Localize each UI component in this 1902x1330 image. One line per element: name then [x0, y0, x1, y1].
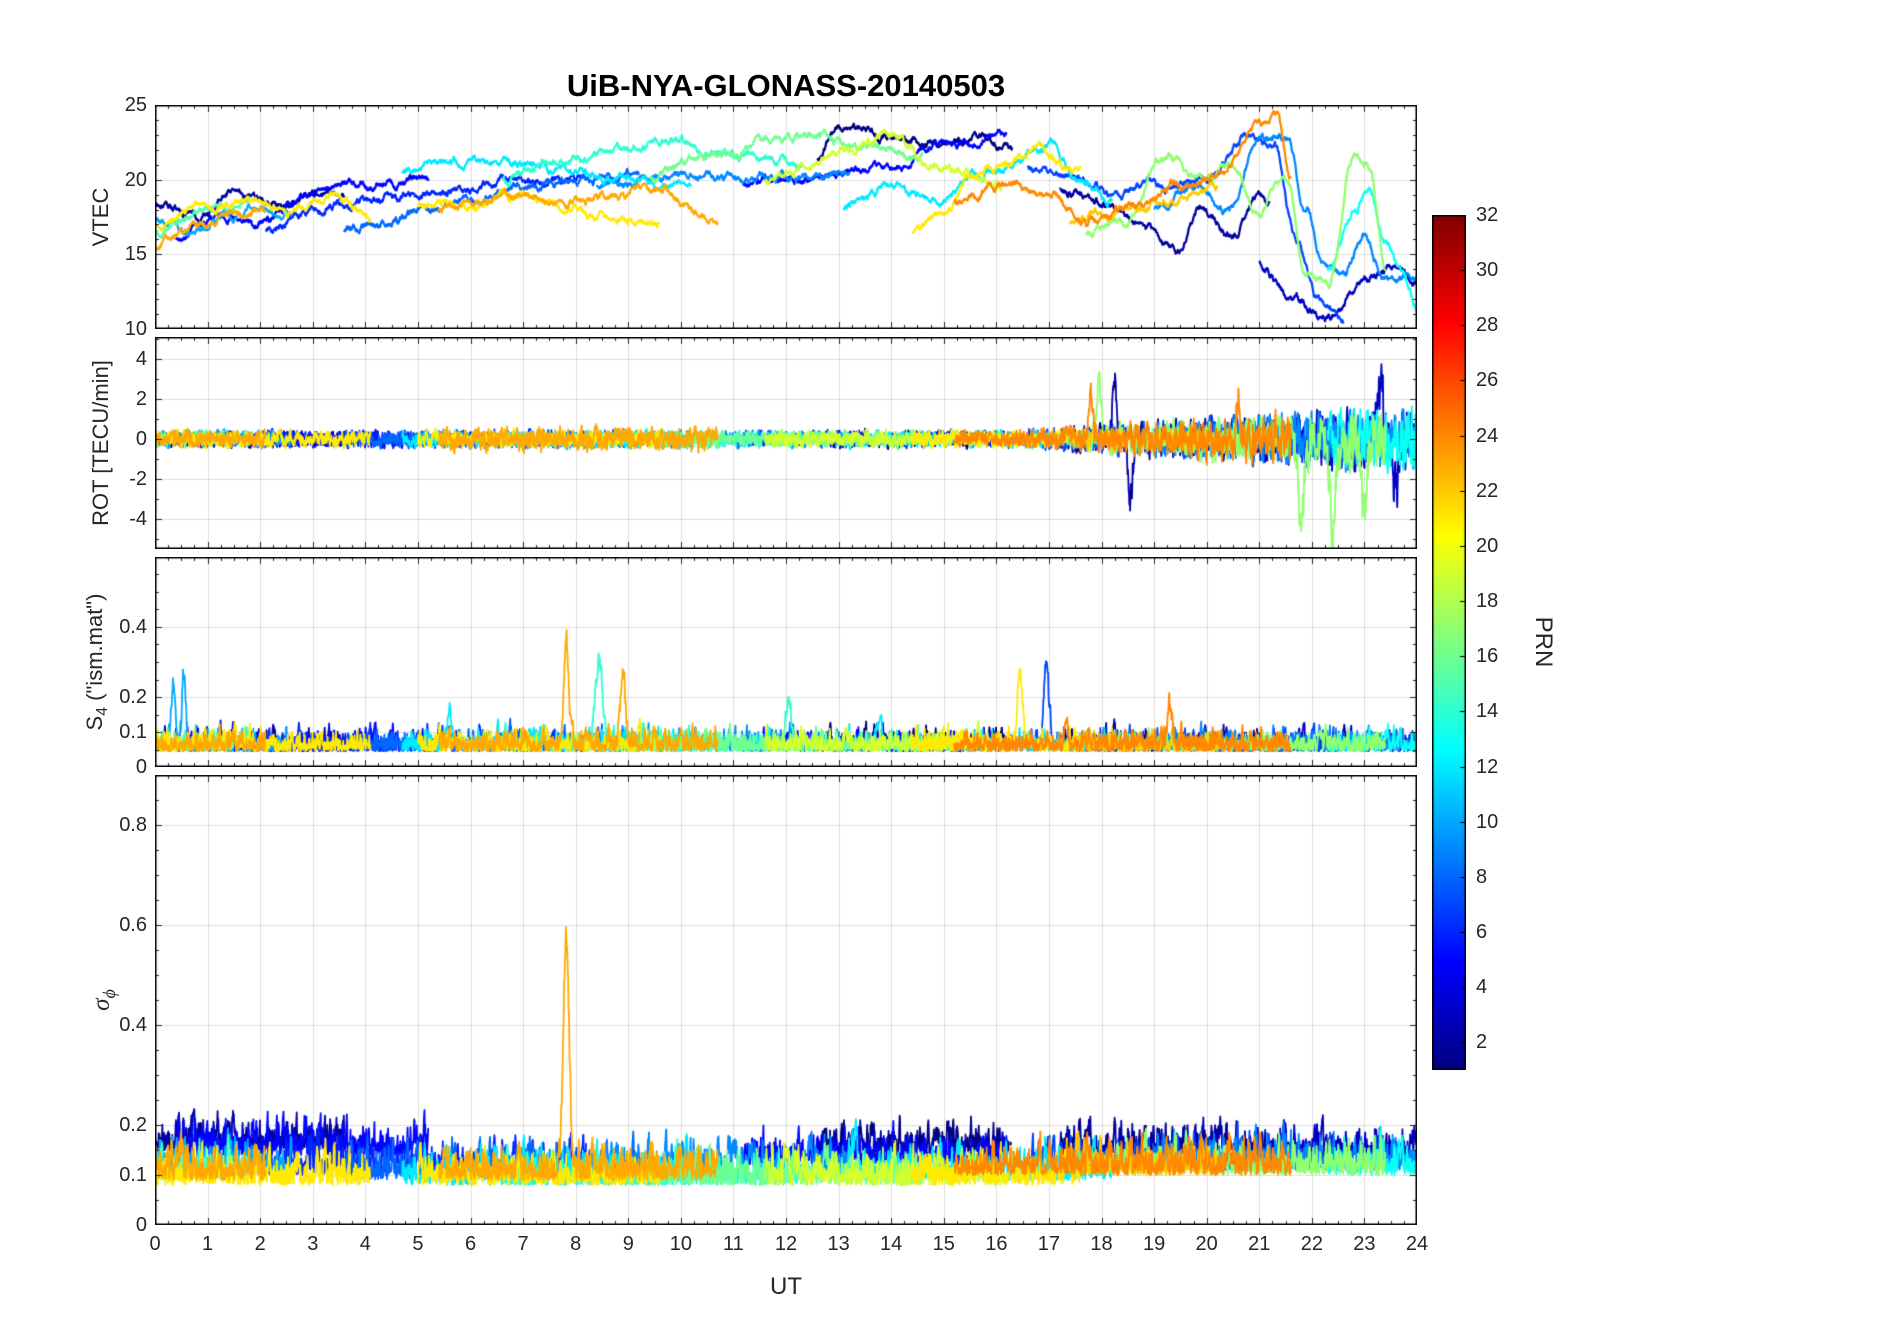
- y-axis-label-sigma: σ: [88, 998, 115, 1011]
- x-tick-label: 7: [517, 1233, 529, 1255]
- y-tick-label-sigma_phi: 0.1: [119, 1164, 147, 1186]
- x-tick-label: 18: [1090, 1233, 1113, 1255]
- colorbar-tick-label: 18: [1476, 590, 1499, 613]
- y-tick-label-s4: 0: [135, 756, 147, 778]
- x-tick-label: 20: [1195, 1233, 1218, 1255]
- y-tick-label-vtec: 10: [124, 318, 147, 340]
- y-tick-label-sigma_phi: 0.2: [119, 1114, 147, 1136]
- colorbar-tick-label: 28: [1476, 314, 1499, 337]
- y-tick-label-vtec: 25: [124, 94, 147, 116]
- panel-s4-plot: [155, 557, 1417, 767]
- panel-vtec-plot: [155, 105, 1417, 329]
- x-tick-label: 13: [827, 1233, 850, 1255]
- x-tick-label: 24: [1405, 1233, 1429, 1255]
- x-tick-label: 19: [1142, 1233, 1166, 1255]
- x-tick-label: 3: [307, 1233, 319, 1255]
- colorbar-label: PRN: [1530, 616, 1557, 668]
- colorbar-tick-label: 16: [1476, 645, 1499, 668]
- y-tick-label-s4: 0.4: [119, 616, 147, 638]
- y-tick-label-sigma_phi: 0.6: [119, 914, 147, 936]
- y-tick-label-vtec: 15: [124, 243, 147, 266]
- colorbar-tick-label: 26: [1476, 369, 1499, 392]
- x-tick-label: 9: [622, 1233, 634, 1255]
- y-tick-label-rot: 2: [135, 388, 147, 410]
- x-tick-label: 22: [1300, 1233, 1323, 1255]
- y-tick-label-sigma_phi: 0.8: [119, 814, 147, 836]
- x-tick-label: 1: [202, 1233, 214, 1255]
- colorbar-tick-label: 2: [1476, 1031, 1488, 1054]
- colorbar-tick-label: 4: [1476, 976, 1488, 999]
- chart-title: UiB-NYA-GLONASS-20140503: [566, 68, 1006, 103]
- x-tick-label: 17: [1037, 1233, 1061, 1255]
- y-axis-label-vtec: VTEC: [88, 188, 114, 247]
- y-axis-label-phi-sub: ϕ: [99, 989, 119, 999]
- colorbar-tick-label: 10: [1476, 810, 1499, 833]
- colorbar-tick-label: 32: [1476, 204, 1499, 226]
- y-tick-label-sigma_phi: 0: [135, 1214, 147, 1236]
- colorbar: [1432, 215, 1466, 1070]
- y-tick-label-s4: 0.1: [119, 721, 147, 743]
- x-tick-label: 21: [1248, 1233, 1271, 1255]
- x-tick-label: 8: [570, 1233, 582, 1255]
- x-tick-label: 11: [723, 1233, 744, 1255]
- panel-rot-plot: [155, 337, 1417, 549]
- x-tick-label: 5: [412, 1233, 424, 1255]
- y-tick-label-rot: -4: [129, 508, 147, 530]
- x-tick-label: 14: [880, 1233, 903, 1255]
- x-tick-label: 16: [985, 1233, 1008, 1255]
- colorbar-tick-label: 20: [1476, 534, 1499, 557]
- colorbar-tick-label: 8: [1476, 865, 1488, 888]
- x-axis-label: UT: [770, 1273, 802, 1300]
- colorbar-tick-label: 6: [1476, 921, 1488, 944]
- y-tick-label-s4: 0.2: [119, 686, 147, 708]
- colorbar-tick-label: 12: [1476, 755, 1499, 778]
- y-axis-label-sigma-phi: σϕ: [88, 989, 120, 1011]
- colorbar-tick-label: 24: [1476, 424, 1499, 447]
- y-tick-label-sigma_phi: 0.4: [119, 1014, 147, 1036]
- colorbar-tick-label: 22: [1476, 479, 1499, 502]
- y-tick-label-rot: -2: [129, 468, 147, 490]
- y-tick-label-rot: 0: [135, 428, 147, 450]
- colorbar-tick-label: 14: [1476, 700, 1499, 723]
- y-axis-label-vtec-text: VTEC: [88, 187, 113, 247]
- x-tick-label: 6: [464, 1233, 477, 1255]
- x-tick-label: 0: [149, 1233, 161, 1255]
- panel-sigma_phi-plot: [155, 775, 1417, 1225]
- x-tick-label: 23: [1353, 1233, 1376, 1255]
- colorbar-tick-label: 30: [1476, 259, 1499, 282]
- y-tick-label-vtec: 20: [124, 168, 147, 191]
- x-tick-label: 4: [359, 1233, 371, 1255]
- y-tick-label-rot: 4: [135, 348, 147, 370]
- x-tick-label: 12: [774, 1233, 798, 1255]
- x-tick-label: 15: [932, 1233, 955, 1255]
- x-tick-label: 2: [254, 1233, 266, 1255]
- x-tick-label: 10: [669, 1233, 692, 1255]
